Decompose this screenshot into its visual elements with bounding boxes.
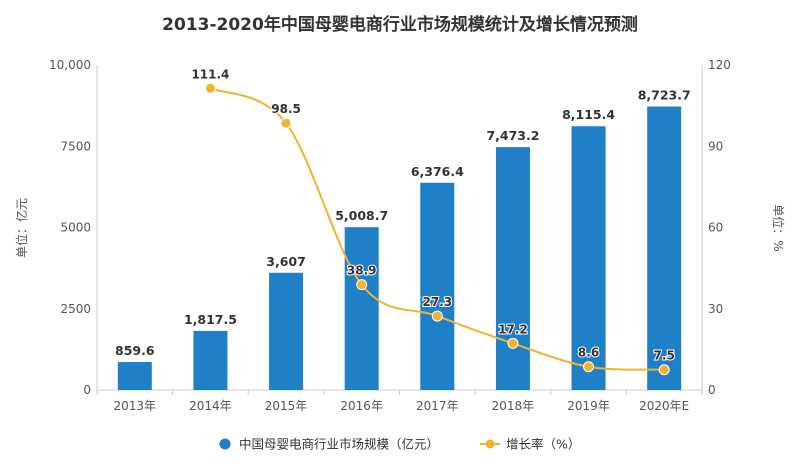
- bar: [117, 362, 152, 390]
- right-axis-title: 单位：%: [771, 204, 786, 251]
- bar: [571, 126, 606, 390]
- bar-value-label: 859.6: [115, 343, 155, 358]
- growth-value-label: 27.3: [423, 295, 453, 309]
- bar-value-label: 3,607: [266, 254, 306, 269]
- legend-line-label: 增长率（%）: [506, 437, 580, 452]
- growth-value-label: 7.5: [654, 349, 675, 363]
- growth-point: [204, 82, 216, 94]
- legend-bar-marker: [219, 438, 231, 450]
- x-tick-label: 2016年: [340, 399, 383, 413]
- growth-point: [583, 361, 595, 373]
- left-axis-title: 单位：亿元: [14, 198, 29, 258]
- bar-value-label: 5,008.7: [335, 208, 388, 223]
- bar: [495, 147, 530, 390]
- right-tick-label: 30: [708, 302, 723, 316]
- plot-area: 0 2500 5000 7500 10,000 0 30 60 90 120 2013年 2014年 2…: [49, 58, 731, 413]
- bar: [269, 272, 304, 390]
- left-tick-label: 7500: [60, 139, 91, 153]
- right-tick-label: 0: [708, 383, 716, 397]
- growth-value-label: 111.4: [191, 67, 229, 81]
- growth-point: [658, 364, 670, 376]
- legend: 中国母婴电商行业市场规模（亿元） 增长率（%）: [219, 437, 580, 452]
- x-tick-label: 2014年: [189, 399, 232, 413]
- legend-bar-label: 中国母婴电商行业市场规模（亿元）: [239, 437, 439, 452]
- bar-value-label: 1,817.5: [184, 312, 237, 327]
- right-tick-label: 60: [708, 221, 723, 235]
- growth-point: [507, 337, 519, 349]
- chart-title: 2013-2020年中国母婴电商行业市场规模统计及增长情况预测: [162, 14, 638, 35]
- x-tick-label: 2020年E: [639, 399, 689, 413]
- bar-value-label: 7,473.2: [486, 128, 539, 143]
- left-tick-label: 2500: [60, 302, 91, 316]
- bar: [647, 106, 682, 391]
- x-tick-label: 2013年: [114, 399, 157, 413]
- right-tick-label: 90: [708, 139, 723, 153]
- left-tick-label: 10,000: [49, 58, 91, 72]
- right-tick-label: 120: [708, 58, 731, 72]
- x-tick-label: 2019年: [567, 399, 610, 413]
- growth-value-label: 17.2: [498, 322, 528, 336]
- left-tick-label: 5000: [60, 221, 91, 235]
- left-tick-label: 0: [83, 383, 91, 397]
- bar-value-label: 8,115.4: [562, 107, 615, 122]
- bar-value-label: 6,376.4: [411, 164, 464, 179]
- bar: [344, 227, 379, 390]
- growth-value-label: 98.5: [271, 102, 301, 116]
- growth-point: [280, 117, 292, 129]
- bar: [420, 182, 455, 390]
- legend-line-dot: [485, 439, 495, 449]
- growth-value-label: 8.6: [578, 346, 599, 360]
- x-tick-label: 2017年: [416, 399, 459, 413]
- growth-point: [356, 279, 368, 291]
- x-tick-label: 2015年: [265, 399, 308, 413]
- x-tick-label: 2018年: [492, 399, 535, 413]
- growth-point: [431, 310, 443, 322]
- bar-value-label: 8,723.7: [638, 87, 691, 102]
- bar: [193, 330, 228, 390]
- growth-value-label: 38.9: [347, 264, 377, 278]
